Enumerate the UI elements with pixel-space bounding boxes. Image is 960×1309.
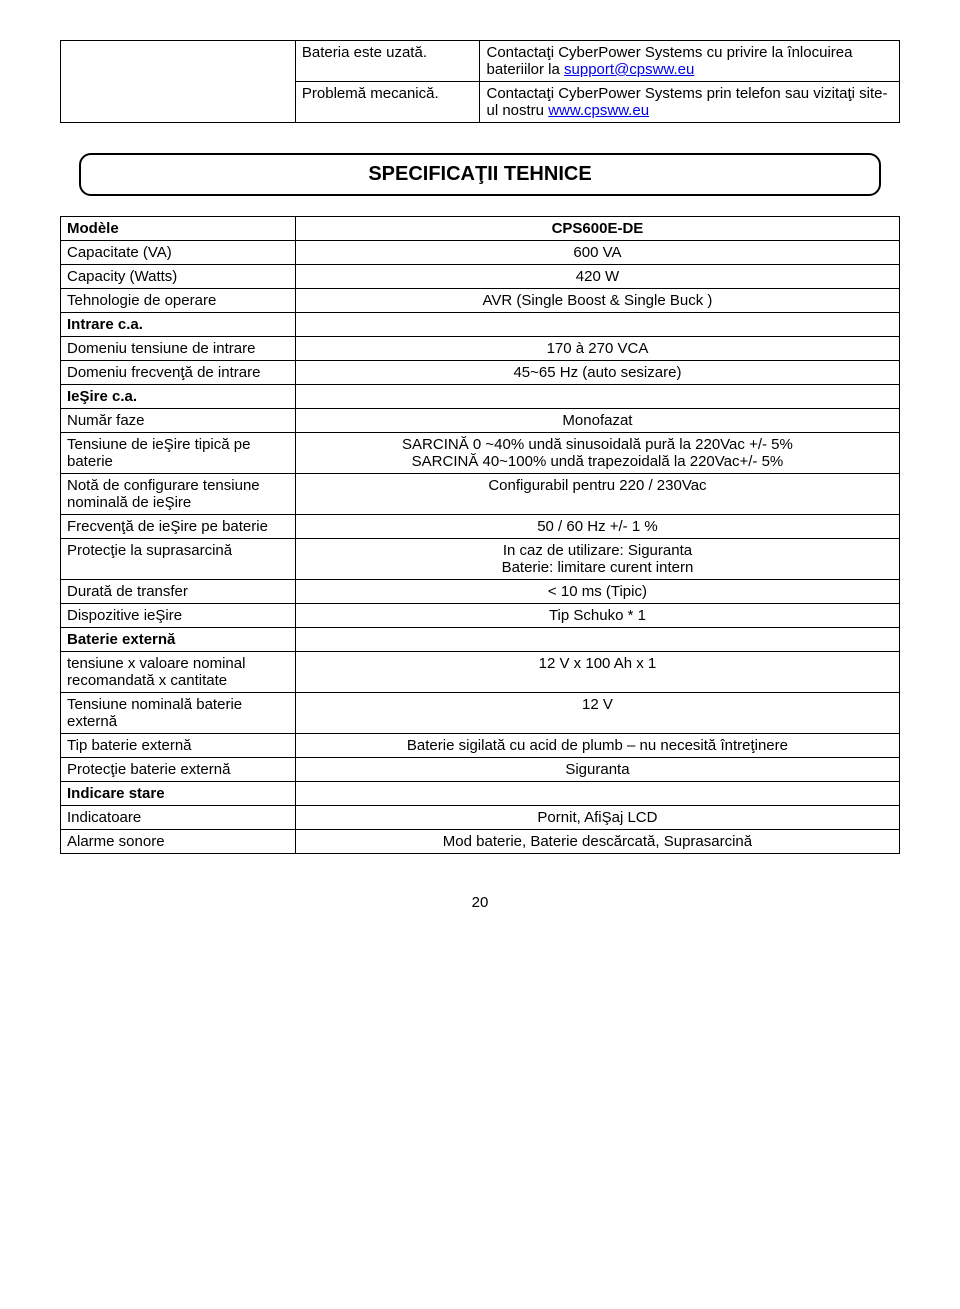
spec-label: Protecţie baterie externă — [61, 758, 296, 782]
spec-value: 50 / 60 Hz +/- 1 % — [295, 515, 899, 539]
spec-value: 170 à 270 VCA — [295, 337, 899, 361]
spec-label: Alarme sonore — [61, 830, 296, 854]
top-empty-cell — [61, 41, 296, 123]
spec-label: Capacitate (VA) — [61, 241, 296, 265]
top-table: Bateria este uzată. Contactaţi CyberPowe… — [60, 40, 900, 123]
spec-label: Tip baterie externă — [61, 734, 296, 758]
table-row: Tehnologie de operareAVR (Single Boost &… — [61, 289, 900, 313]
table-row: Durată de transfer< 10 ms (Tipic) — [61, 580, 900, 604]
spec-value: 12 V x 100 Ah x 1 — [295, 652, 899, 693]
spec-label: Modèle — [61, 217, 296, 241]
spec-label: IeŞire c.a. — [61, 385, 296, 409]
spec-value: Tip Schuko * 1 — [295, 604, 899, 628]
url-link[interactable]: www.cpsww.eu — [548, 102, 649, 119]
spec-value: Pornit, AfiŞaj LCD — [295, 806, 899, 830]
top-cell-value: Contactaţi CyberPower Systems cu privire… — [480, 41, 900, 82]
table-row: Domeniu tensiune de intrare170 à 270 VCA — [61, 337, 900, 361]
table-row: Număr fazeMonofazat — [61, 409, 900, 433]
table-row: Tensiune nominală baterie externă12 V — [61, 693, 900, 734]
text-fragment: Contactaţi CyberPower Systems prin telef… — [486, 85, 887, 119]
spec-table: ModèleCPS600E-DECapacitate (VA)600 VACap… — [60, 216, 900, 854]
spec-value — [295, 313, 899, 337]
spec-value: Configurabil pentru 220 / 230Vac — [295, 474, 899, 515]
table-row: Capacity (Watts)420 W — [61, 265, 900, 289]
spec-label: Frecvenţă de ieŞire pe baterie — [61, 515, 296, 539]
spec-label: Domeniu frecvenţă de intrare — [61, 361, 296, 385]
spec-value — [295, 782, 899, 806]
table-row: IeŞire c.a. — [61, 385, 900, 409]
spec-value: In caz de utilizare: SigurantaBaterie: l… — [295, 539, 899, 580]
spec-label: Tensiune de ieŞire tipică pe baterie — [61, 433, 296, 474]
spec-value: Monofazat — [295, 409, 899, 433]
table-row: Notă de configurare tensiune nominală de… — [61, 474, 900, 515]
table-row: IndicatoarePornit, AfiŞaj LCD — [61, 806, 900, 830]
spec-label: Tensiune nominală baterie externă — [61, 693, 296, 734]
table-row: Baterie externă — [61, 628, 900, 652]
spec-value: CPS600E-DE — [295, 217, 899, 241]
table-row: ModèleCPS600E-DE — [61, 217, 900, 241]
table-row: Indicare stare — [61, 782, 900, 806]
table-row: Dispozitive ieŞireTip Schuko * 1 — [61, 604, 900, 628]
table-row: tensiune x valoare nominal recomandată x… — [61, 652, 900, 693]
spec-label: Capacity (Watts) — [61, 265, 296, 289]
spec-label: Indicare stare — [61, 782, 296, 806]
table-row: Protecţie la suprasarcinăIn caz de utili… — [61, 539, 900, 580]
spec-value: 600 VA — [295, 241, 899, 265]
spec-label: Protecţie la suprasarcină — [61, 539, 296, 580]
spec-label: Intrare c.a. — [61, 313, 296, 337]
spec-value — [295, 385, 899, 409]
spec-value: Siguranta — [295, 758, 899, 782]
spec-value — [295, 628, 899, 652]
top-cell-value: Contactaţi CyberPower Systems prin telef… — [480, 82, 900, 123]
email-link[interactable]: support@cpsww.eu — [564, 61, 694, 78]
spec-value: Baterie sigilată cu acid de plumb – nu n… — [295, 734, 899, 758]
spec-value: 420 W — [295, 265, 899, 289]
table-row: Alarme sonoreMod baterie, Baterie descăr… — [61, 830, 900, 854]
table-row: Domeniu frecvenţă de intrare45~65 Hz (au… — [61, 361, 900, 385]
table-row: Protecţie baterie externăSiguranta — [61, 758, 900, 782]
spec-value: AVR (Single Boost & Single Buck ) — [295, 289, 899, 313]
top-cell-label: Problemă mecanică. — [295, 82, 480, 123]
spec-label: Tehnologie de operare — [61, 289, 296, 313]
spec-label: tensiune x valoare nominal recomandată x… — [61, 652, 296, 693]
spec-label: Dispozitive ieŞire — [61, 604, 296, 628]
spec-label: Număr faze — [61, 409, 296, 433]
spec-value: Mod baterie, Baterie descărcată, Suprasa… — [295, 830, 899, 854]
top-cell-label: Bateria este uzată. — [295, 41, 480, 82]
spec-label: Indicatoare — [61, 806, 296, 830]
table-row: Intrare c.a. — [61, 313, 900, 337]
spec-label: Notă de configurare tensiune nominală de… — [61, 474, 296, 515]
table-row: Bateria este uzată. Contactaţi CyberPowe… — [61, 41, 900, 82]
table-row: Frecvenţă de ieŞire pe baterie50 / 60 Hz… — [61, 515, 900, 539]
table-row: Tensiune de ieŞire tipică pe baterieSARC… — [61, 433, 900, 474]
page-number: 20 — [60, 894, 900, 911]
spec-label: Domeniu tensiune de intrare — [61, 337, 296, 361]
table-row: Tip baterie externăBaterie sigilată cu a… — [61, 734, 900, 758]
spec-value: 45~65 Hz (auto sesizare) — [295, 361, 899, 385]
spec-value: < 10 ms (Tipic) — [295, 580, 899, 604]
section-title: SPECIFICAŢII TEHNICE — [79, 153, 881, 196]
table-row: Capacitate (VA)600 VA — [61, 241, 900, 265]
spec-label: Baterie externă — [61, 628, 296, 652]
spec-value: SARCINĂ 0 ~40% undă sinusoidală pură la … — [295, 433, 899, 474]
spec-label: Durată de transfer — [61, 580, 296, 604]
spec-value: 12 V — [295, 693, 899, 734]
